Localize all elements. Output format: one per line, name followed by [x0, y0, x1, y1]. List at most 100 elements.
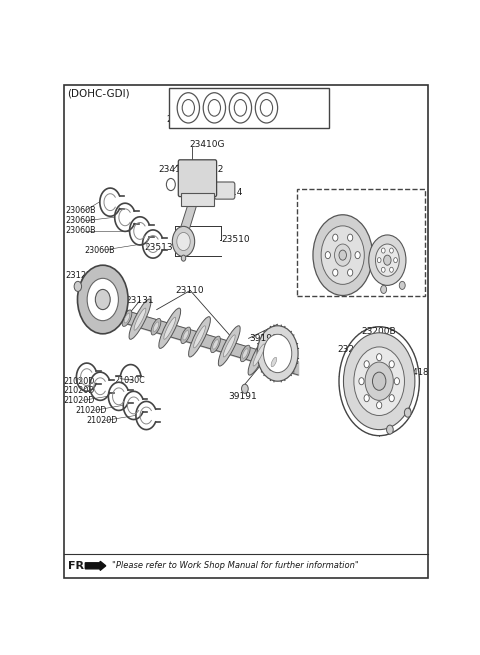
Circle shape	[372, 372, 386, 390]
Circle shape	[390, 248, 393, 253]
Circle shape	[390, 267, 393, 272]
Circle shape	[382, 248, 385, 253]
FancyBboxPatch shape	[178, 160, 216, 196]
Text: 23211B: 23211B	[321, 215, 354, 224]
Text: 23513: 23513	[145, 243, 173, 252]
Text: 23060B: 23060B	[66, 206, 96, 215]
Text: 23412: 23412	[196, 165, 224, 174]
Circle shape	[404, 408, 411, 417]
Ellipse shape	[151, 318, 161, 335]
FancyArrow shape	[85, 561, 106, 571]
Text: 21020D: 21020D	[75, 406, 106, 415]
Circle shape	[369, 235, 406, 286]
Circle shape	[74, 282, 82, 291]
Circle shape	[181, 255, 186, 261]
Text: "Please refer to Work Shop Manual for further information": "Please refer to Work Shop Manual for fu…	[112, 561, 359, 571]
Text: 23212: 23212	[337, 345, 365, 354]
Text: 39191: 39191	[228, 392, 257, 401]
Text: 23510: 23510	[222, 236, 251, 244]
Ellipse shape	[134, 308, 146, 330]
Circle shape	[399, 282, 405, 290]
Ellipse shape	[164, 317, 176, 339]
Circle shape	[382, 267, 385, 272]
Text: 23124B: 23124B	[86, 271, 118, 280]
Text: 23110: 23110	[175, 286, 204, 295]
Circle shape	[339, 327, 420, 436]
Text: (A/T): (A/T)	[304, 194, 327, 204]
FancyBboxPatch shape	[181, 193, 214, 206]
Circle shape	[333, 234, 338, 241]
Ellipse shape	[153, 322, 159, 331]
Ellipse shape	[218, 326, 240, 366]
Circle shape	[364, 395, 369, 402]
Circle shape	[167, 178, 175, 191]
Circle shape	[354, 347, 405, 415]
Circle shape	[325, 252, 330, 259]
Text: (DOHC-GDI): (DOHC-GDI)	[67, 88, 130, 99]
Ellipse shape	[269, 354, 279, 370]
Circle shape	[96, 290, 110, 310]
Circle shape	[348, 269, 353, 276]
Ellipse shape	[242, 348, 248, 358]
Text: 23311A: 23311A	[379, 404, 411, 413]
Circle shape	[375, 244, 399, 276]
Text: 23127B: 23127B	[66, 271, 98, 280]
Ellipse shape	[211, 336, 220, 352]
Text: 21020D: 21020D	[64, 377, 95, 386]
Circle shape	[394, 378, 399, 384]
Text: 21020D: 21020D	[64, 386, 95, 395]
Ellipse shape	[240, 345, 250, 362]
Circle shape	[377, 402, 382, 409]
Text: 21030C: 21030C	[114, 376, 144, 384]
Circle shape	[389, 361, 394, 367]
Circle shape	[365, 362, 393, 400]
Circle shape	[260, 100, 273, 116]
Circle shape	[182, 100, 194, 116]
Ellipse shape	[124, 313, 130, 323]
FancyBboxPatch shape	[169, 88, 329, 128]
Circle shape	[344, 333, 415, 430]
Text: FR.: FR.	[68, 561, 89, 571]
Text: 23414: 23414	[215, 187, 243, 196]
Circle shape	[234, 100, 247, 116]
Text: 21020D: 21020D	[64, 396, 95, 405]
Text: 23060B: 23060B	[66, 227, 96, 235]
Circle shape	[355, 252, 360, 259]
Circle shape	[321, 226, 364, 284]
Circle shape	[208, 100, 220, 116]
Polygon shape	[179, 200, 198, 233]
Circle shape	[359, 378, 364, 384]
Text: 23410G: 23410G	[189, 140, 225, 149]
Ellipse shape	[223, 335, 235, 357]
Ellipse shape	[181, 327, 191, 344]
Circle shape	[77, 265, 128, 334]
Text: 39190A: 39190A	[250, 334, 285, 343]
Text: 21020D: 21020D	[86, 416, 118, 425]
Circle shape	[384, 255, 391, 265]
Circle shape	[348, 234, 353, 241]
Circle shape	[389, 395, 394, 402]
Circle shape	[377, 257, 381, 263]
Text: 59418: 59418	[402, 367, 429, 377]
Ellipse shape	[213, 340, 218, 349]
Circle shape	[381, 286, 386, 293]
Ellipse shape	[183, 331, 189, 340]
Circle shape	[339, 250, 347, 260]
Circle shape	[335, 244, 351, 266]
Ellipse shape	[129, 299, 151, 339]
Text: 23226B: 23226B	[335, 273, 369, 282]
Ellipse shape	[271, 357, 276, 367]
Text: 23060B: 23060B	[66, 216, 96, 225]
Circle shape	[203, 93, 226, 123]
Text: 23060B: 23060B	[84, 246, 115, 255]
Circle shape	[177, 233, 190, 251]
Ellipse shape	[122, 310, 132, 326]
Circle shape	[313, 215, 372, 295]
Circle shape	[255, 93, 277, 123]
Circle shape	[241, 384, 248, 393]
Circle shape	[264, 334, 292, 373]
Text: 23414: 23414	[158, 165, 187, 174]
Ellipse shape	[193, 326, 205, 348]
Circle shape	[257, 326, 298, 381]
Circle shape	[386, 425, 393, 434]
